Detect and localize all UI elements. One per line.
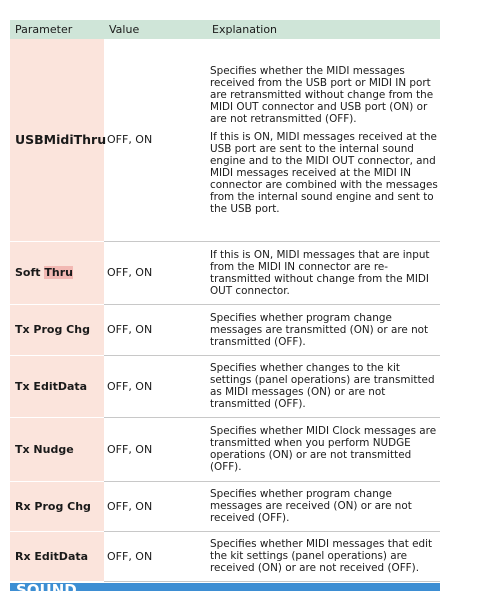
param-name: Rx EditData: [10, 531, 104, 582]
param-explanation: Specifies whether program change message…: [207, 481, 440, 532]
explanation-paragraph: Specifies whether changes to the kit set…: [210, 362, 435, 410]
param-value: OFF, ON: [104, 39, 207, 242]
table-row-usbmidithru: USBMidiThru OFF, ON Specifies whether th…: [10, 39, 440, 242]
explanation-paragraph: Specifies whether the MIDI messages rece…: [210, 64, 434, 125]
table-row-rx-prog-chg: Rx Prog Chg OFF, ON Specifies whether pr…: [10, 481, 440, 532]
param-explanation: Specifies whether program change message…: [207, 304, 440, 356]
param-value: OFF, ON: [104, 417, 207, 482]
param-name: Soft Thru: [10, 241, 104, 305]
param-name: Tx Nudge: [10, 417, 104, 482]
header-explanation: Explanation: [207, 20, 440, 39]
explanation-paragraph: If this is ON, MIDI messages received at…: [210, 130, 438, 215]
explanation-paragraph: Specifies whether program change message…: [210, 488, 412, 524]
param-value: OFF, ON: [104, 531, 207, 582]
section-header-bar: SOUND: [10, 583, 440, 591]
table-header: Parameter Value Explanation: [10, 20, 440, 39]
table-body: USBMidiThru OFF, ON Specifies whether th…: [10, 39, 440, 582]
table-row-rx-editdata: Rx EditData OFF, ON Specifies whether MI…: [10, 531, 440, 582]
param-explanation: Specifies whether changes to the kit set…: [207, 355, 440, 418]
table-row-tx-editdata: Tx EditData OFF, ON Specifies whether ch…: [10, 355, 440, 418]
table-row-tx-prog-chg: Tx Prog Chg OFF, ON Specifies whether pr…: [10, 304, 440, 356]
param-name: Tx EditData: [10, 355, 104, 418]
section-title: SOUND: [16, 583, 77, 591]
highlighted-text: Thru: [44, 266, 73, 279]
parameter-table: Parameter Value Explanation USBMidiThru …: [10, 20, 440, 582]
explanation-paragraph: Specifies whether MIDI Clock messages ar…: [210, 425, 437, 473]
explanation-paragraph: Specifies whether MIDI messages that edi…: [210, 538, 433, 574]
param-value: OFF, ON: [104, 481, 207, 532]
table-row-soft-thru: Soft Thru OFF, ON If this is ON, MIDI me…: [10, 241, 440, 305]
param-explanation: Specifies whether MIDI messages that edi…: [207, 531, 440, 582]
param-value: OFF, ON: [104, 355, 207, 418]
param-value: OFF, ON: [104, 241, 207, 305]
header-value: Value: [104, 20, 207, 39]
param-name: USBMidiThru: [10, 39, 106, 242]
header-parameter: Parameter: [10, 20, 104, 39]
param-name-part: Soft: [15, 266, 45, 279]
header-row: Parameter Value Explanation: [10, 20, 440, 39]
param-explanation: Specifies whether MIDI Clock messages ar…: [207, 417, 440, 482]
explanation-paragraph: Specifies whether program change message…: [210, 311, 429, 348]
param-explanation: Specifies whether the MIDI messages rece…: [207, 39, 440, 242]
param-explanation: If this is ON, MIDI messages that are in…: [207, 241, 440, 305]
explanation-paragraph: If this is ON, MIDI messages that are in…: [210, 248, 430, 297]
param-value: OFF, ON: [104, 304, 207, 356]
table-row-tx-nudge: Tx Nudge OFF, ON Specifies whether MIDI …: [10, 417, 440, 482]
param-name: Tx Prog Chg: [10, 304, 104, 356]
param-name: Rx Prog Chg: [10, 481, 104, 532]
